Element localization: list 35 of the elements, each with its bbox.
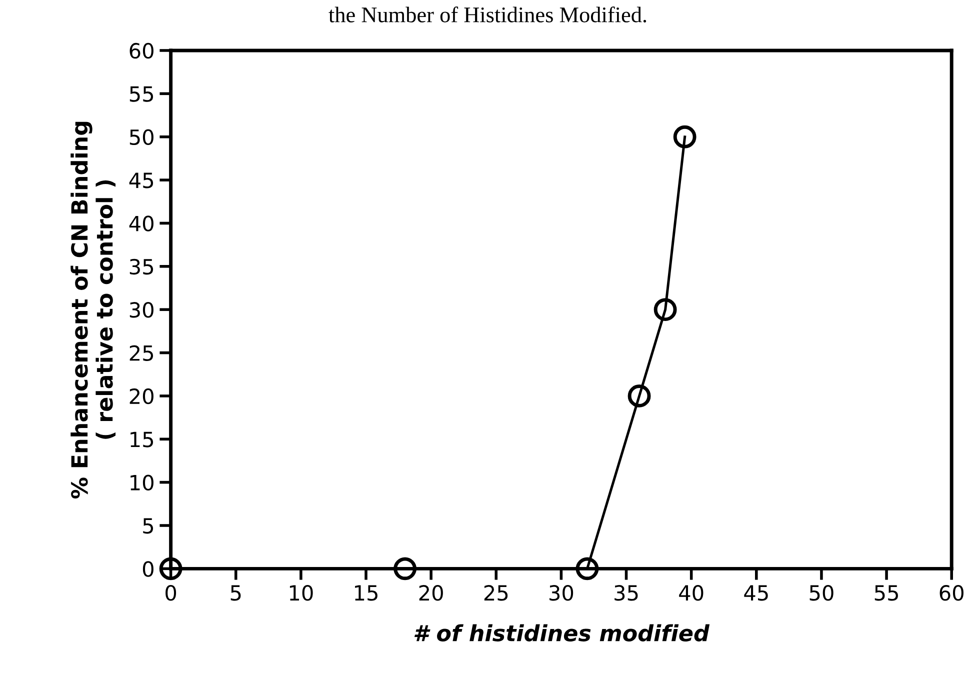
x-tick-label: 55 <box>874 585 898 601</box>
chart-title: the Number of Histidines Modified. <box>328 6 646 22</box>
x-tick-label: 45 <box>744 585 768 601</box>
point <box>394 557 416 580</box>
x-tick-label: 60 <box>940 585 964 601</box>
point <box>576 557 599 580</box>
point <box>654 298 677 322</box>
point <box>628 384 651 408</box>
y-axis-title: % Enhancement of CN Binding ( relative to control ) <box>70 122 116 498</box>
x-axis-title: # of histidines modified <box>414 624 710 642</box>
y-tick-label: 40 <box>129 216 154 232</box>
x-tick-label: 20 <box>419 585 443 601</box>
point <box>159 557 182 580</box>
y-tick-label: 45 <box>129 172 154 188</box>
x-tick-label: 40 <box>679 585 704 601</box>
y-tick-label: 55 <box>130 86 154 102</box>
point <box>673 125 696 148</box>
y-tick-label: 10 <box>130 474 154 491</box>
y-tick-label: 60 <box>130 42 154 59</box>
x-tick-label: 35 <box>614 585 638 601</box>
y-tick-label: 30 <box>130 302 154 318</box>
y-tick-label: 5 <box>143 518 154 534</box>
x-tick-label: 30 <box>550 585 574 601</box>
x-tick-label: 25 <box>484 585 508 601</box>
y-tick-label: 15 <box>130 432 154 448</box>
x-tick-label: 15 <box>355 585 378 601</box>
y-tick-label: 25 <box>130 345 154 361</box>
x-tick-label: 10 <box>290 585 313 601</box>
x-tick-label: 0 <box>166 585 176 601</box>
y-tick-label: 20 <box>130 388 154 404</box>
x-tick-label: 50 <box>810 585 834 601</box>
x-tick-label: 5 <box>230 585 241 601</box>
y-tick-label: 35 <box>130 258 154 275</box>
y-tick-label: 50 <box>130 129 154 146</box>
y-tick-label: 0 <box>142 561 154 577</box>
